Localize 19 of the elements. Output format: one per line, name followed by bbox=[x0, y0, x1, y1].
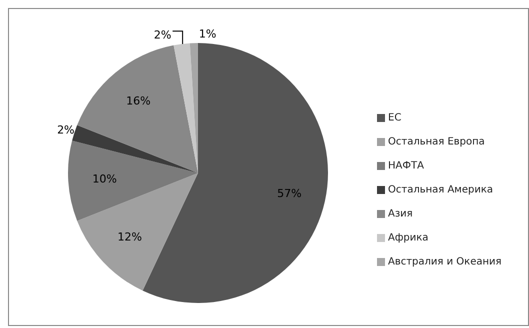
legend-label: НАФТА bbox=[388, 160, 424, 172]
data-label: 2% bbox=[154, 28, 172, 42]
pie-slice bbox=[77, 173, 198, 291]
pie-slice bbox=[72, 125, 198, 173]
data-label: 57% bbox=[277, 186, 302, 200]
pie-slice bbox=[77, 45, 198, 173]
legend-label: Африка bbox=[388, 232, 428, 244]
data-label: 16% bbox=[126, 94, 151, 108]
data-label: 2% bbox=[57, 124, 75, 137]
pie-slice bbox=[174, 43, 198, 173]
legend-label: Остальная Америка bbox=[388, 184, 494, 196]
pie-slice bbox=[68, 140, 198, 221]
data-label: 12% bbox=[118, 230, 142, 244]
legend-label: Азия bbox=[388, 208, 413, 220]
legend-label: Остальная Европа bbox=[388, 136, 485, 148]
legend-label: ЕС bbox=[388, 112, 402, 124]
legend-label: Австралия и Океания bbox=[388, 256, 502, 268]
data-label: 1% bbox=[198, 28, 216, 41]
data-label: 10% bbox=[92, 172, 117, 186]
